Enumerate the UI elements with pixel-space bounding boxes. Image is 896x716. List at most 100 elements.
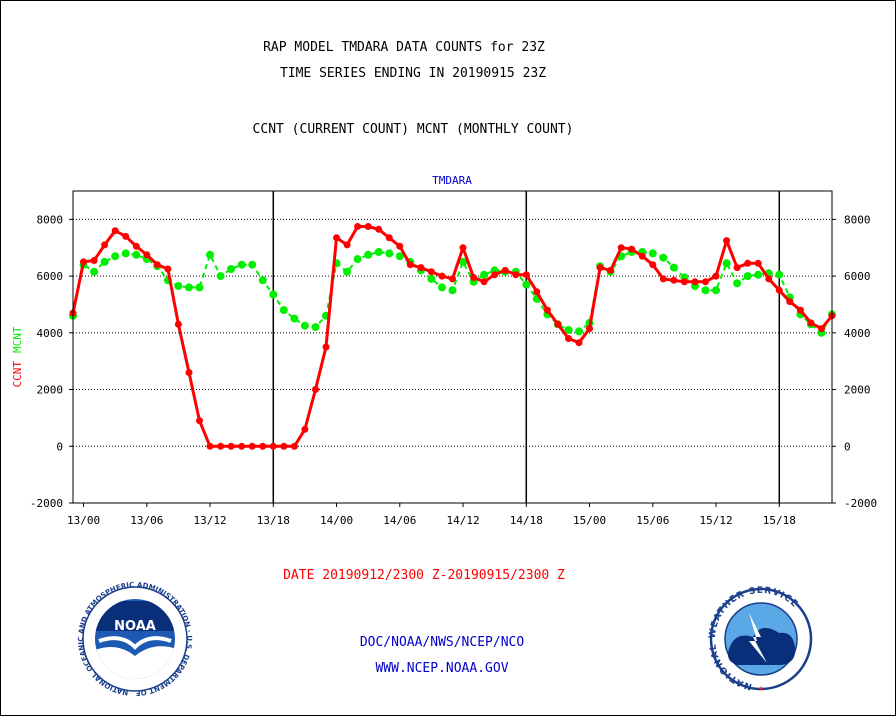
y-tick-label-right: 8000 [844, 213, 871, 226]
data-point-ccnt [480, 278, 488, 286]
data-point-mcnt [290, 314, 299, 323]
data-point-mcnt [279, 306, 288, 315]
data-point-mcnt [237, 260, 246, 269]
data-point-mcnt [269, 290, 278, 299]
x-tick-label: 13/06 [130, 514, 163, 527]
y-axis-label: CCNT MCNT [11, 326, 24, 387]
data-point-ccnt [786, 298, 794, 306]
data-point-ccnt [501, 266, 509, 274]
data-point-mcnt [659, 253, 668, 262]
data-point-mcnt [174, 282, 183, 290]
x-tick-label: 14/06 [383, 514, 416, 527]
data-point-ccnt [206, 442, 214, 450]
data-point-ccnt [733, 264, 741, 272]
data-point-ccnt [565, 335, 572, 342]
y-axis-label-ccnt: CCNT [11, 361, 24, 388]
data-point-ccnt [522, 271, 530, 279]
data-point-ccnt [554, 320, 562, 328]
data-point-mcnt [459, 257, 467, 266]
data-point-ccnt [312, 386, 319, 393]
data-point-ccnt [818, 325, 825, 333]
x-tick-label: 15/00 [573, 514, 606, 527]
data-point-mcnt [722, 259, 731, 268]
data-point-ccnt [164, 265, 172, 273]
y-tick-label-left: -2000 [30, 497, 63, 510]
data-point-ccnt [354, 223, 362, 230]
data-point-ccnt [512, 271, 520, 279]
y-tick-label-left: 4000 [37, 327, 64, 340]
data-point-mcnt [185, 283, 193, 292]
y-tick-label-right: 6000 [844, 270, 871, 283]
data-point-mcnt [701, 286, 710, 295]
data-point-mcnt [300, 321, 309, 330]
data-point-mcnt [195, 283, 204, 292]
data-point-ccnt [153, 261, 161, 269]
data-point-mcnt [353, 255, 362, 264]
data-point-mcnt [216, 272, 225, 281]
data-point-ccnt [343, 241, 351, 249]
data-point-mcnt [712, 286, 720, 295]
data-point-ccnt [333, 234, 340, 242]
nws-star-icon: ★ [758, 683, 764, 694]
y-tick-label-left: 6000 [37, 270, 64, 283]
data-point-mcnt [575, 327, 583, 336]
data-point-mcnt [343, 267, 352, 276]
y-tick-label-left: 2000 [37, 384, 64, 397]
data-point-mcnt [427, 274, 436, 283]
data-point-ccnt [470, 274, 478, 281]
data-point-ccnt [723, 237, 731, 245]
x-tick-label: 15/06 [636, 514, 669, 527]
x-tick-label: 13/18 [257, 514, 290, 527]
data-point-ccnt [807, 319, 815, 327]
data-point-ccnt [607, 266, 615, 274]
data-point-ccnt [427, 268, 435, 276]
data-point-mcnt [374, 248, 383, 256]
data-point-ccnt [238, 442, 246, 450]
data-point-mcnt [669, 263, 678, 272]
grid-layer [73, 191, 832, 503]
data-point-mcnt [448, 286, 457, 295]
data-point-ccnt [702, 278, 709, 286]
data-point-ccnt [280, 442, 288, 450]
y-tick-label-left: 0 [56, 440, 63, 453]
noaa-logo: NATIONAL OCEANIC AND ATMOSPHERIC ADMINIS… [1, 1, 193, 697]
data-point-ccnt [628, 245, 636, 253]
data-point-ccnt [90, 257, 98, 264]
series-layer [69, 223, 836, 450]
data-point-ccnt [744, 259, 752, 267]
y-tick-label-right: 4000 [844, 327, 871, 340]
org-line: DOC/NOAA/NWS/NCEP/NCO [360, 635, 525, 650]
data-point-ccnt [638, 252, 646, 260]
data-point-ccnt [132, 242, 140, 250]
data-point-ccnt [111, 227, 119, 235]
chart-subtitle: CCNT (CURRENT COUNT) MCNT (MONTHLY COUNT… [253, 122, 574, 137]
y-tick-label-right: 0 [844, 440, 851, 453]
data-point-ccnt [364, 223, 372, 230]
data-point-ccnt [533, 288, 541, 296]
data-point-mcnt [743, 272, 752, 281]
data-point-ccnt [80, 258, 87, 266]
data-point-mcnt [385, 249, 394, 258]
data-point-mcnt [121, 249, 130, 258]
data-point-ccnt [290, 442, 298, 450]
data-point-ccnt [670, 276, 678, 284]
data-point-ccnt [143, 251, 151, 259]
noaa-ring-text: NATIONAL OCEANIC AND ATMOSPHERIC ADMINIS… [1, 1, 193, 697]
noaa-logo-text: NOAA [114, 619, 156, 634]
data-point-ccnt [543, 306, 551, 314]
data-point-mcnt [258, 276, 267, 285]
data-point-mcnt [733, 279, 742, 288]
data-point-ccnt [259, 442, 267, 450]
data-point-ccnt [375, 225, 383, 233]
data-point-ccnt [196, 417, 203, 425]
data-point-mcnt [311, 323, 320, 332]
tick-layer: -2000 -2000 0 0 2000 2000 4000 4000 6000 6000 8000… [30, 213, 877, 527]
y-tick-label-right: -2000 [844, 497, 877, 510]
x-tick-label: 14/00 [320, 514, 353, 527]
data-point-ccnt [775, 286, 783, 294]
series-line-ccnt [71, 225, 834, 448]
data-point-mcnt [564, 326, 573, 334]
date-range-label: DATE 20190912/2300 Z-20190915/2300 Z [283, 568, 565, 583]
data-point-mcnt [364, 250, 373, 259]
